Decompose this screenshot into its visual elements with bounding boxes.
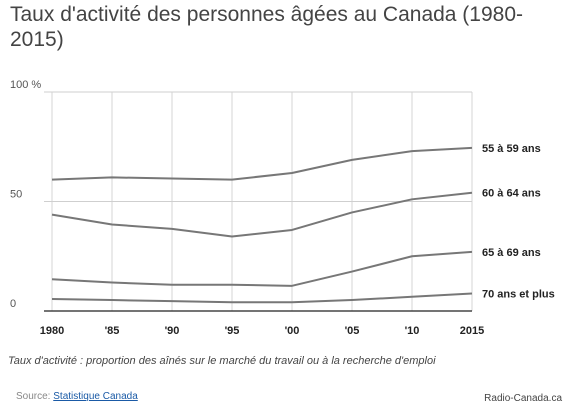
y-tick-label: 100 % [10,79,41,91]
source-line: Source: Statistique Canada [16,391,138,402]
series-line [51,146,473,181]
line-chart: 100 % 50 0 1980 '85 '90 '95 '00 '05 '10 2015 55 à … [10,79,555,337]
chart-series-labels: 55 à 59 ans 60 à 64 ans 65 à 69 ans 70 ans … [482,143,555,301]
x-tick-label: 2015 [460,325,484,337]
series-label: 70 ans et plus [482,288,555,300]
x-tick-label: '00 [285,325,300,337]
x-tick-label: '95 [225,325,240,337]
chart-footnote: Taux d'activité : proportion des aînés s… [8,355,436,367]
chart-grid [44,91,473,311]
series-line [51,292,473,304]
series-line [51,191,473,238]
y-tick-label: 50 [10,189,22,201]
x-tick-label: '10 [405,325,420,337]
series-line [51,250,473,287]
series-label: 65 à 69 ans [482,247,541,259]
source-link[interactable]: Statistique Canada [53,391,138,402]
source-label: Source: [16,391,51,402]
y-tick-label: 0 [10,298,16,310]
credit-text: Radio-Canada.ca [484,393,562,404]
series-label: 55 à 59 ans [482,143,541,155]
x-tick-label: '90 [165,325,180,337]
chart-title: Taux d'activité des personnes âgées au C… [10,3,524,51]
x-tick-label: '85 [105,325,120,337]
chart-series [51,146,473,304]
x-tick-label: 1980 [40,325,64,337]
chart-axes: 100 % 50 0 1980 '85 '90 '95 '00 '05 '10 2015 [10,79,484,337]
series-label: 60 à 64 ans [482,188,541,200]
x-tick-label: '05 [345,325,360,337]
